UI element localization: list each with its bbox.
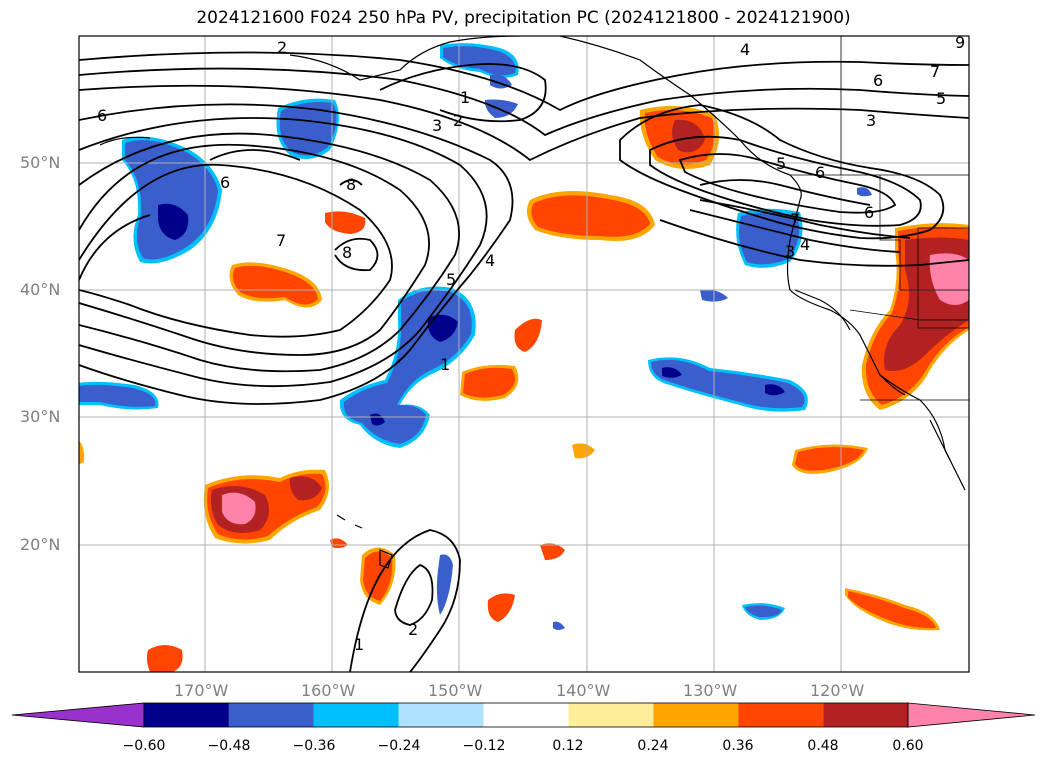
contour-label: 3 (785, 242, 795, 261)
shade-neg (857, 187, 872, 197)
colorbar-extend-high (907, 702, 1036, 728)
colorbar-segment (483, 703, 569, 727)
shade-pos (330, 538, 348, 549)
precip-negative-shading (79, 43, 872, 630)
colorbar-segment (568, 703, 654, 727)
contour-label: 2 (408, 620, 418, 639)
shade-neg (436, 554, 453, 615)
lon-label-130w: 130°W (683, 681, 738, 700)
shade-pos (795, 446, 864, 471)
contour-label: 9 (955, 33, 965, 52)
shade-neg (158, 203, 189, 240)
colorbar-segment (653, 703, 739, 727)
lon-label-140w: 140°W (556, 681, 611, 700)
shade-pos (929, 253, 969, 305)
borders (790, 36, 969, 401)
shade-neg (125, 140, 218, 260)
contour-labels: 2 4 7 6 5 3 1 2 3 6 6 7 8 8 4 5 1 1 2 6 … (97, 33, 965, 654)
shade-pos (848, 591, 936, 629)
colorbar-tick: 0.48 (807, 738, 839, 754)
colorbar-segment (144, 703, 229, 727)
colorbar-tick: −0.36 (292, 738, 336, 754)
shade-pos (487, 593, 515, 622)
pv-contours (79, 51, 969, 672)
colorbar-segment (228, 703, 314, 727)
contour-label: 8 (342, 243, 352, 262)
shade-pos (363, 551, 393, 601)
colorbar-tick: 0.60 (892, 738, 924, 754)
lon-label-160w: 160°W (301, 681, 356, 700)
lat-label-30n: 30°N (20, 407, 61, 426)
lat-label-50n: 50°N (20, 153, 61, 172)
contour-label: 6 (864, 203, 874, 222)
shade-pos (232, 265, 318, 305)
plot-frame (78, 35, 970, 673)
shade-pos (79, 440, 85, 465)
lon-label-150w: 150°W (428, 681, 483, 700)
contour-label: 8 (346, 175, 356, 194)
shade-neg (745, 605, 782, 618)
contour-label: 3 (866, 111, 876, 130)
contour-label: 5 (446, 270, 456, 289)
shade-neg (79, 384, 156, 407)
lat-label-40n: 40°N (20, 280, 61, 299)
shade-neg (443, 46, 516, 76)
colorbar-tick: −0.12 (462, 738, 506, 754)
contour-label: 7 (930, 62, 940, 81)
colorbar-extend-low (11, 702, 145, 728)
contour-label: 2 (277, 38, 287, 57)
colorbar-tick: 0.24 (637, 738, 669, 754)
shade-pos (289, 476, 322, 501)
colorbar-tick: −0.24 (377, 738, 421, 754)
colorbar-tick: 0.12 (552, 738, 584, 754)
lon-label-170w: 170°W (174, 681, 229, 700)
shade-pos (531, 195, 650, 237)
colorbar-segment (398, 703, 484, 727)
map-plot-area: 2 4 7 6 5 3 1 2 3 6 6 7 8 8 4 5 1 1 2 6 … (79, 33, 969, 672)
shade-neg (427, 314, 458, 342)
contour-label: 4 (485, 251, 495, 270)
contour-label: 4 (740, 40, 750, 59)
precip-positive-shading (79, 106, 969, 672)
contour-label: 5 (936, 89, 946, 108)
contour-label: 1 (440, 355, 450, 374)
colorbar-segment (738, 703, 824, 727)
shade-pos (540, 543, 565, 560)
colorbar-tick: −0.48 (207, 738, 251, 754)
map-title: 2024121600 F024 250 hPa PV, precipitatio… (196, 8, 851, 28)
shade-pos (672, 119, 705, 153)
shade-neg (651, 359, 805, 409)
contour-label: 3 (432, 116, 442, 135)
contour-label: 2 (453, 111, 463, 130)
contour-label: 4 (800, 235, 810, 254)
shade-neg (765, 384, 785, 396)
contour-label: 6 (97, 106, 107, 125)
lon-label-120w: 120°W (810, 681, 865, 700)
shade-pos (146, 645, 183, 672)
shade-pos (325, 211, 366, 234)
shade-pos (572, 443, 595, 459)
contour-label: 6 (220, 173, 230, 192)
colorbar-segment (313, 703, 399, 727)
contour-label: 5 (776, 154, 786, 173)
shade-pos (222, 492, 256, 525)
colorbar-tick: −0.60 (122, 738, 166, 754)
shade-neg (662, 367, 682, 378)
contour-label: 1 (354, 635, 364, 654)
lat-label-20n: 20°N (20, 535, 61, 554)
colorbar-segment (823, 703, 909, 727)
shade-neg (553, 621, 565, 630)
shade-pos (463, 367, 515, 398)
colorbar (11, 702, 1036, 728)
contour-label: 7 (276, 231, 286, 250)
contour-label: 6 (873, 71, 883, 90)
contour-label: 1 (460, 88, 470, 107)
contour-label: 7 (790, 210, 800, 229)
shade-pos (514, 318, 542, 352)
colorbar-tick: 0.36 (722, 738, 754, 754)
contour-label: 6 (815, 163, 825, 182)
